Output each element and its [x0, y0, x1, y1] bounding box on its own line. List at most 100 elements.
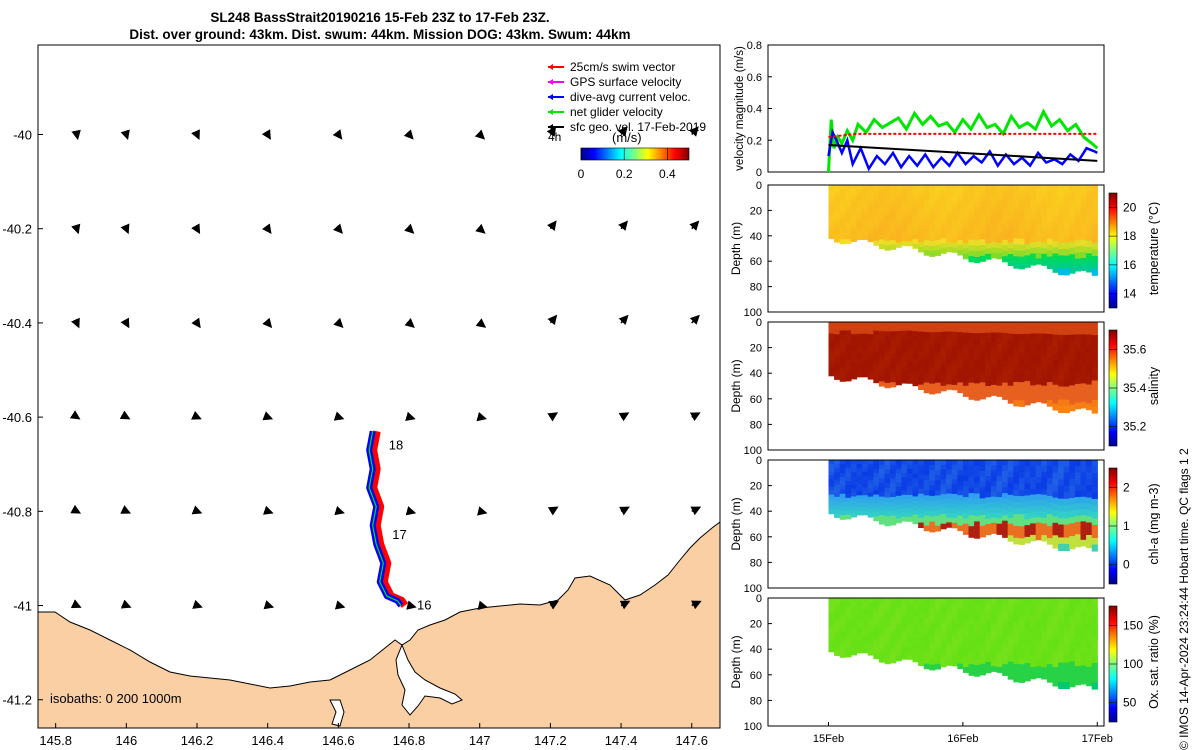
- profile-cell: [1058, 360, 1065, 368]
- profile-cell: [856, 365, 863, 370]
- profile-cell: [895, 326, 902, 332]
- profile-cell: [1041, 248, 1048, 255]
- profile-cell: [996, 656, 1003, 663]
- profile-cell: [1002, 185, 1009, 192]
- profile-cell: [1013, 220, 1020, 228]
- profile-cell: [1024, 363, 1031, 370]
- profile-cell: [862, 625, 869, 630]
- profile-cell: [979, 658, 986, 665]
- profile-cell: [862, 483, 869, 488]
- profile-cell: [839, 610, 846, 616]
- profile-cell: [901, 650, 908, 656]
- profile-cell: [1041, 523, 1048, 530]
- profile-cell: [895, 620, 902, 626]
- profile-cell: [839, 364, 846, 370]
- profile-cell: [845, 614, 852, 620]
- profile-cell: [946, 522, 953, 528]
- profile-cell: [890, 226, 897, 232]
- profile-cell: [856, 598, 863, 603]
- profile-cell: [828, 207, 835, 213]
- profile-cell: [1063, 380, 1070, 388]
- profile-cell: [862, 235, 869, 240]
- profile-cell: [1046, 604, 1054, 611]
- profile-cell: [979, 525, 986, 532]
- current-vector: [476, 411, 487, 422]
- profile-cell: [1091, 243, 1098, 250]
- profile-cell: [979, 669, 986, 676]
- profile-cell: [1013, 250, 1020, 257]
- profile-cell: [929, 598, 936, 604]
- profile-cell: [878, 620, 886, 627]
- profile-cell: [834, 647, 841, 652]
- profile-cell: [996, 216, 1003, 223]
- profile-cell: [962, 359, 970, 365]
- profile-cell: [845, 338, 852, 344]
- profile-cell: [923, 643, 930, 649]
- profile-cell: [834, 638, 841, 644]
- profile-cell: [1002, 465, 1009, 472]
- profile-cell: [862, 475, 869, 481]
- profile-cell: [1013, 621, 1020, 629]
- profile-cell: [1041, 236, 1048, 243]
- profile-cell: [979, 481, 986, 488]
- profile-cell: [957, 485, 964, 491]
- profile-cell: [901, 507, 908, 513]
- profile-cell: [934, 643, 942, 650]
- profile-cell: [929, 347, 936, 354]
- profile-cell: [1013, 616, 1020, 623]
- profile-cell: [918, 622, 925, 628]
- profile-cell: [1080, 185, 1087, 192]
- profile-cell: [845, 489, 852, 495]
- profile-cell: [828, 356, 835, 361]
- current-vector: [547, 314, 558, 326]
- profile-cell: [923, 377, 930, 384]
- profile-cell: [1063, 604, 1070, 612]
- profile-cell: [850, 492, 858, 498]
- profile-cell: [1074, 628, 1082, 636]
- profile-cell: [845, 481, 852, 486]
- profile-cell: [1058, 505, 1065, 513]
- profile-cell: [951, 508, 958, 514]
- profile-cell: [946, 336, 953, 342]
- profile-cell: [940, 460, 947, 466]
- profile-cell: [901, 232, 908, 238]
- profile-cell: [1058, 524, 1065, 532]
- profile-cell: [1013, 657, 1020, 665]
- profile-cell: [845, 464, 852, 469]
- profile-cell: [878, 367, 886, 373]
- profile-cell: [1007, 673, 1014, 680]
- profile-cell: [901, 236, 908, 242]
- profile-cell: [1091, 249, 1098, 257]
- profile-cell: [1091, 361, 1098, 369]
- profile-cell: [1030, 529, 1037, 536]
- profile-cell: [1030, 644, 1037, 651]
- profile-cell: [946, 199, 953, 205]
- profile-cell: [1041, 397, 1048, 404]
- profile-cell: [912, 482, 919, 488]
- profile-cell: [867, 346, 874, 352]
- profile-cell: [934, 495, 942, 502]
- profile-cell: [918, 464, 925, 471]
- profile-cell: [962, 470, 970, 477]
- profile-cell: [1058, 367, 1065, 375]
- profile-cell: [1080, 634, 1087, 642]
- profile-cell: [1086, 240, 1093, 248]
- profile-cell: [951, 518, 958, 524]
- profile-cell: [1052, 460, 1059, 467]
- current-vector: [618, 220, 628, 231]
- profile-cell: [845, 635, 852, 641]
- profile-cell: [951, 660, 958, 667]
- profile-cell: [839, 343, 846, 348]
- profile-cell: [1063, 617, 1070, 625]
- profile-cell: [962, 667, 970, 673]
- profile-cell: [1018, 202, 1026, 210]
- profile-cell: [1058, 518, 1065, 526]
- profile-cell: [873, 624, 880, 629]
- profile-cell: [845, 197, 852, 203]
- profile-cell: [862, 208, 869, 213]
- profile-cell: [979, 460, 986, 467]
- profile-cell: [1002, 620, 1009, 627]
- current-vector: [403, 129, 414, 140]
- profile-cell: [1074, 622, 1082, 630]
- profile-cell: [1074, 334, 1082, 342]
